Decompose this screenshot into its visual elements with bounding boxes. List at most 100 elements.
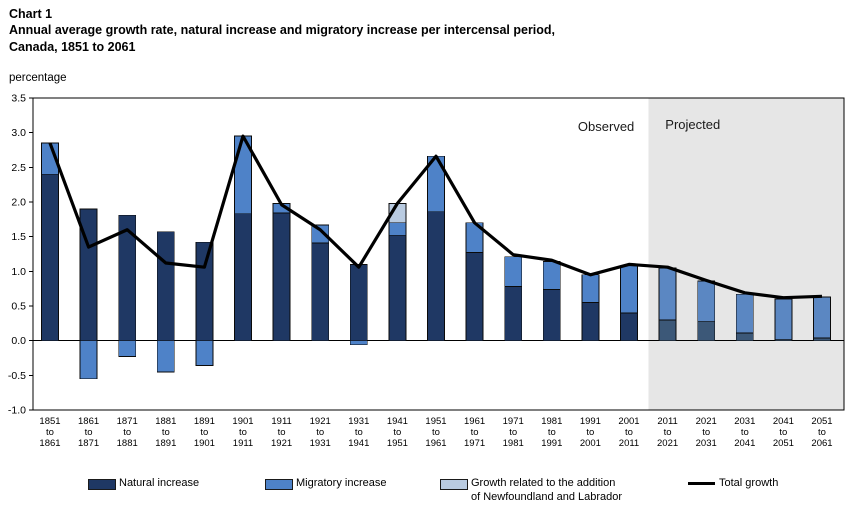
- x-axis-label-line: 2061: [811, 438, 832, 449]
- y-axis-tick-label: 3.5: [11, 93, 26, 105]
- y-axis-tick-label: 0.5: [11, 301, 26, 313]
- x-axis-label-line: 1881: [155, 416, 176, 427]
- y-axis-tick-label: 2.0: [11, 197, 26, 209]
- x-axis-label-line: 1981: [541, 416, 562, 427]
- bar-segment-migratory-increase: [118, 340, 137, 358]
- legend-swatch-total-growth-line: [688, 482, 715, 485]
- bar-segment-migratory-increase: [195, 340, 214, 367]
- x-axis-label-line: 1971: [503, 416, 524, 427]
- legend-label-migratory-increase: Migratory increase: [296, 477, 387, 489]
- bar-segment-migratory-increase: [735, 293, 754, 334]
- x-axis-label-line: 2021: [696, 416, 717, 427]
- x-axis-label-line: 2001: [618, 416, 639, 427]
- x-axis-label-line: 1861: [78, 416, 99, 427]
- bar-segment-natural-increase: [465, 252, 484, 342]
- x-axis-label-line: 2051: [811, 416, 832, 427]
- x-axis-label-line: to: [239, 427, 247, 438]
- bar-segment-natural-increase: [349, 263, 368, 342]
- total-growth-line: [48, 134, 823, 300]
- bar-segment-natural-increase: [388, 234, 407, 342]
- bar-segment-natural-increase: [195, 241, 214, 342]
- x-axis-label-line: to: [432, 427, 440, 438]
- bar-segment-natural-increase: [697, 320, 716, 342]
- bar-segment-natural-increase: [272, 212, 291, 342]
- x-axis-label-line: 2011: [657, 416, 677, 427]
- legend-swatch-newfoundland-addition: [440, 479, 468, 490]
- x-axis-label-line: to: [586, 427, 594, 438]
- x-axis-label-line: 1961: [464, 416, 485, 427]
- x-axis-label-line: to: [200, 427, 208, 438]
- bar-segment-natural-increase: [311, 242, 330, 342]
- bar-segment-natural-increase: [156, 231, 175, 342]
- x-axis-label-line: to: [702, 427, 710, 438]
- bar-segment-migratory-increase: [620, 265, 638, 314]
- x-axis-label-line: 1871: [78, 438, 99, 449]
- legend-label-newfoundland-addition: Growth related to the addition of Newfou…: [471, 477, 623, 503]
- x-axis-label-line: 2031: [696, 438, 717, 449]
- y-axis-tick-label: 1.5: [11, 231, 26, 243]
- x-axis-label-line: 1861: [39, 438, 60, 449]
- bar-segment-migratory-increase: [311, 224, 330, 244]
- bar-segment-natural-increase: [41, 173, 59, 342]
- x-axis-label-line: 2021: [657, 438, 678, 449]
- x-axis-label-line: to: [278, 427, 286, 438]
- x-axis-label-line: to: [355, 427, 363, 438]
- bar-segment-natural-increase: [658, 319, 677, 342]
- x-axis-label-line: to: [46, 427, 54, 438]
- x-axis-label-line: 1991: [580, 416, 601, 427]
- x-axis-label-line: to: [741, 427, 749, 438]
- chart-title-line2: Canada, 1851 to 2061: [9, 39, 136, 54]
- bar-segment-natural-increase: [234, 213, 252, 342]
- chart-legend: Natural increase Migratory increase Grow…: [0, 477, 852, 521]
- x-axis-label-line: 1951: [425, 416, 446, 427]
- legend-item-newfoundland-addition: Growth related to the addition of Newfou…: [440, 477, 622, 505]
- x-axis-label-line: 1881: [117, 438, 138, 449]
- bar-segment-migratory-increase: [813, 296, 831, 339]
- bar-segment-migratory-increase: [542, 261, 561, 290]
- legend-item-natural-increase: Natural increase: [88, 477, 199, 491]
- projected-region-background: [648, 98, 844, 410]
- x-axis-label-line: to: [548, 427, 556, 438]
- x-axis-label-line: to: [471, 427, 479, 438]
- legend-item-migratory-increase: Migratory increase: [265, 477, 386, 491]
- bar-segment-natural-increase: [504, 286, 523, 342]
- x-axis-label-line: to: [393, 427, 401, 438]
- x-axis-label-line: 2041: [734, 438, 755, 449]
- x-axis-label-line: 1851: [39, 416, 60, 427]
- x-axis-label-line: 1891: [194, 416, 215, 427]
- chart-header: Chart 1 Annual average growth rate, natu…: [9, 6, 555, 55]
- x-axis-label-line: 1941: [387, 416, 408, 427]
- bar-segment-natural-increase: [427, 211, 445, 342]
- bar-segment-migratory-increase: [504, 256, 523, 287]
- x-axis-label-line: 1991: [541, 438, 562, 449]
- bar-segment-natural-increase: [735, 332, 754, 342]
- bar-segment-natural-increase: [620, 312, 638, 342]
- projected-label: Projected: [665, 117, 720, 132]
- x-axis-label-line: to: [818, 427, 826, 438]
- x-axis-label-line: 1871: [117, 416, 138, 427]
- y-axis-tick-label: 3.0: [11, 127, 26, 139]
- x-axis-label-line: to: [162, 427, 170, 438]
- x-axis-label-line: 1931: [310, 438, 331, 449]
- y-axis-tick-label: 0.0: [11, 335, 26, 347]
- x-axis-label-line: to: [85, 427, 93, 438]
- y-axis-unit-label: percentage: [9, 72, 67, 84]
- x-axis-label-line: 1961: [425, 438, 446, 449]
- x-axis-label-line: 2011: [619, 438, 639, 449]
